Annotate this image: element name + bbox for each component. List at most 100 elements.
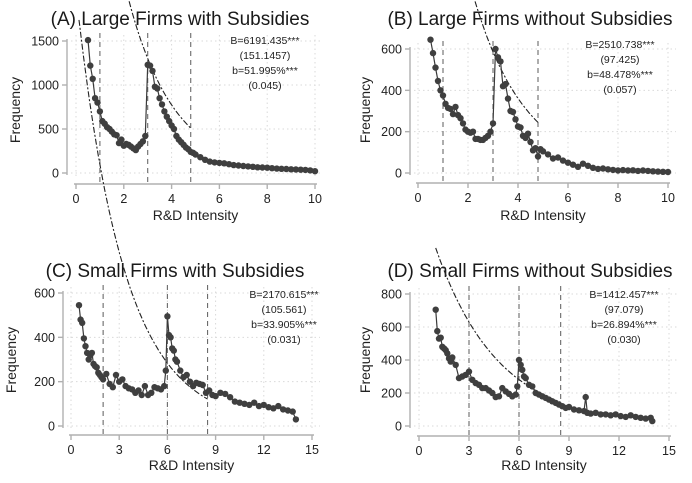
data-point xyxy=(173,358,181,365)
y-tick-label: 500 xyxy=(38,123,59,137)
data-point xyxy=(113,132,120,139)
data-point xyxy=(251,399,258,406)
data-point xyxy=(217,389,224,396)
data-point xyxy=(292,166,300,173)
x-tick-label: 8 xyxy=(615,191,622,205)
data-point xyxy=(447,105,454,113)
data-point xyxy=(79,319,86,327)
data-point xyxy=(527,138,534,146)
data-point xyxy=(604,166,612,173)
y-tick-label: 600 xyxy=(34,287,55,301)
data-point xyxy=(139,138,147,145)
data-point xyxy=(183,371,190,379)
data-point xyxy=(627,412,634,419)
data-point xyxy=(487,128,494,135)
data-point xyxy=(88,349,96,357)
annotation-text: b=51.995%*** xyxy=(232,65,298,77)
data-point xyxy=(664,168,672,176)
data-point xyxy=(246,401,253,409)
data-point xyxy=(564,159,572,166)
data-point xyxy=(138,391,145,399)
data-point xyxy=(569,161,577,168)
data-point xyxy=(255,402,263,410)
y-tick-label: 600 xyxy=(381,43,402,57)
data-point xyxy=(517,124,524,131)
data-point xyxy=(624,167,632,174)
data-point xyxy=(549,155,557,162)
data-point xyxy=(452,361,459,369)
data-point xyxy=(612,411,619,418)
data-point xyxy=(512,391,519,398)
data-point xyxy=(96,108,104,115)
data-point xyxy=(283,165,290,173)
data-point xyxy=(273,165,280,172)
data-point xyxy=(570,406,578,413)
panel-a: (A) Large Firms with Subsidies 0 500 1000 15… xyxy=(7,0,323,223)
data-point xyxy=(82,343,89,350)
x-tick-label: 10 xyxy=(661,191,675,205)
data-point xyxy=(622,413,629,421)
annotation-text: (97.425) xyxy=(600,54,639,66)
data-point xyxy=(311,168,319,175)
data-point xyxy=(192,151,199,158)
data-point xyxy=(289,408,296,415)
data-point xyxy=(514,383,521,390)
data-point xyxy=(437,87,444,94)
x-tick-label: 0 xyxy=(415,191,422,205)
data-point xyxy=(427,36,434,43)
data-point xyxy=(452,103,459,111)
annotation-text: B=2510.738*** xyxy=(585,39,654,51)
annotation-text: b=33.905%*** xyxy=(251,319,317,331)
data-point xyxy=(87,62,94,69)
data-point xyxy=(84,36,92,44)
data-point xyxy=(589,164,597,171)
data-point xyxy=(649,168,657,175)
data-point xyxy=(579,160,587,167)
data-point xyxy=(642,415,649,422)
data-point xyxy=(154,85,161,92)
data-point xyxy=(197,154,204,161)
y-tick-label: 800 xyxy=(381,288,402,302)
data-point xyxy=(434,327,441,335)
data-point xyxy=(654,168,662,175)
data-point xyxy=(594,165,602,173)
data-point xyxy=(99,376,107,383)
data-point xyxy=(149,67,156,75)
data-point xyxy=(509,108,517,116)
data-point xyxy=(118,136,125,143)
x-tick-label: 15 xyxy=(662,444,676,458)
data-point xyxy=(221,160,228,167)
data-point xyxy=(284,407,292,414)
data-point xyxy=(529,383,536,390)
data-point xyxy=(457,115,464,122)
data-point xyxy=(292,416,300,423)
data-point xyxy=(80,335,88,342)
data-point xyxy=(432,306,439,313)
data-point xyxy=(459,120,467,127)
data-point xyxy=(584,162,592,169)
x-tick-label: 12 xyxy=(612,444,626,458)
data-point xyxy=(119,376,126,383)
data-point xyxy=(639,167,647,174)
y-axis-label: Frequency xyxy=(357,327,373,393)
data-point xyxy=(103,370,110,378)
data-point xyxy=(489,120,497,127)
data-point xyxy=(575,407,583,414)
data-point xyxy=(109,384,117,391)
data-point xyxy=(265,404,272,411)
data-point xyxy=(659,168,667,175)
data-point xyxy=(211,159,218,166)
data-point xyxy=(302,166,309,174)
data-point xyxy=(279,406,287,413)
data-point xyxy=(236,399,243,406)
data-point xyxy=(597,411,604,418)
x-tick-label: 15 xyxy=(305,443,319,457)
data-point xyxy=(515,356,523,364)
x-tick-label: 4 xyxy=(515,191,522,205)
annotation-text: b=48.478%*** xyxy=(587,69,653,81)
data-point xyxy=(619,166,627,174)
data-point xyxy=(162,367,169,374)
data-point xyxy=(574,163,582,170)
x-tick-label: 0 xyxy=(68,443,75,457)
data-point xyxy=(94,99,101,106)
